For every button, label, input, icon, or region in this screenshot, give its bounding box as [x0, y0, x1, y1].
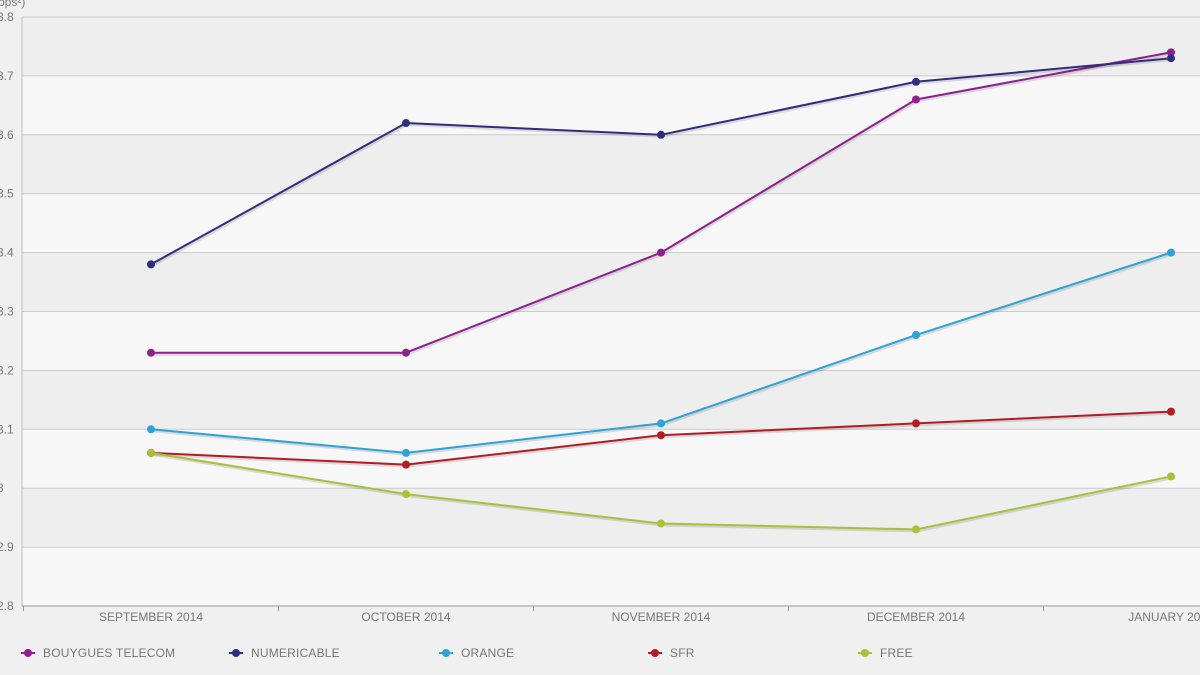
data-point — [657, 419, 665, 428]
plot-band — [22, 193, 1200, 253]
data-point — [402, 348, 410, 357]
x-axis: SEPTEMBER 2014 OCTOBER 2014 NOVEMBER 2014 D… — [21, 17, 1200, 624]
legend-marker — [861, 649, 869, 657]
y-axis-label: bps²) — [0, 0, 25, 9]
x-tick-label: DECEMBER 2014 — [867, 610, 965, 624]
legend-marker — [232, 649, 240, 657]
series-points — [147, 48, 1175, 534]
plot-band — [22, 75, 1200, 135]
plot-band — [22, 252, 1200, 312]
legend-item[interactable]: NUMERICABLE — [229, 646, 340, 660]
data-point — [147, 348, 155, 357]
y-tick-label: 3.2 — [0, 363, 14, 377]
data-point — [657, 248, 665, 257]
legend-item[interactable]: SFR — [648, 646, 695, 660]
y-tick-label: 3 — [0, 481, 4, 495]
data-point — [912, 525, 920, 534]
data-point — [1167, 472, 1175, 481]
data-point — [147, 260, 155, 269]
data-point — [402, 490, 410, 499]
plot-band — [22, 547, 1200, 606]
legend-label: NUMERICABLE — [251, 646, 340, 660]
legend-label: BOUYGUES TELECOM — [43, 646, 175, 660]
plot-band — [22, 311, 1200, 371]
legend-label: FREE — [880, 646, 913, 660]
data-point — [657, 519, 665, 528]
data-point — [1167, 48, 1175, 57]
y-tick-label: 3.7 — [0, 69, 14, 83]
y-axis-ticks: 2.8 2.9 3 3.1 3.2 3.3 3.4 3.5 3.6 3.7 3.8 — [0, 10, 14, 613]
legend: BOUYGUES TELECOM NUMERICABLE ORANGE SFR FREE — [21, 646, 913, 660]
data-point — [912, 331, 920, 340]
data-point — [912, 77, 920, 86]
legend-label: SFR — [670, 646, 695, 660]
y-tick-label: 3.1 — [0, 422, 14, 436]
data-point — [402, 448, 410, 457]
x-tick-label: OCTOBER 2014 — [361, 610, 450, 624]
x-tick-label: NOVEMBER 2014 — [612, 610, 711, 624]
plot-band — [22, 429, 1200, 489]
x-tick-label: JANUARY 2015 — [1128, 610, 1200, 624]
data-point — [402, 460, 410, 469]
y-tick-label: 3.8 — [0, 10, 14, 24]
data-point — [402, 119, 410, 128]
data-point — [147, 425, 155, 434]
legend-label: ORANGE — [461, 646, 514, 660]
data-point — [147, 448, 155, 457]
data-point — [657, 130, 665, 139]
data-point — [657, 431, 665, 440]
y-tick-label: 2.9 — [0, 540, 14, 554]
legend-marker — [442, 649, 450, 657]
data-point — [912, 95, 920, 104]
data-point — [1167, 407, 1175, 416]
data-point — [912, 419, 920, 428]
y-tick-label: 3.6 — [0, 128, 14, 142]
plot-background — [22, 17, 1200, 606]
data-point — [1167, 54, 1175, 63]
legend-item[interactable]: FREE — [858, 646, 913, 660]
legend-item[interactable]: ORANGE — [439, 646, 514, 660]
legend-item[interactable]: BOUYGUES TELECOM — [21, 646, 175, 660]
data-point — [1167, 248, 1175, 257]
y-tick-label: 3.3 — [0, 305, 14, 319]
legend-marker — [24, 649, 32, 657]
x-tick-label: SEPTEMBER 2014 — [99, 610, 203, 624]
y-tick-label: 3.4 — [0, 246, 14, 260]
y-tick-label: 3.5 — [0, 187, 14, 201]
legend-marker — [651, 649, 659, 657]
plot-band — [22, 134, 1200, 194]
y-tick-label: 2.8 — [0, 599, 14, 613]
plot-band — [22, 17, 1200, 76]
